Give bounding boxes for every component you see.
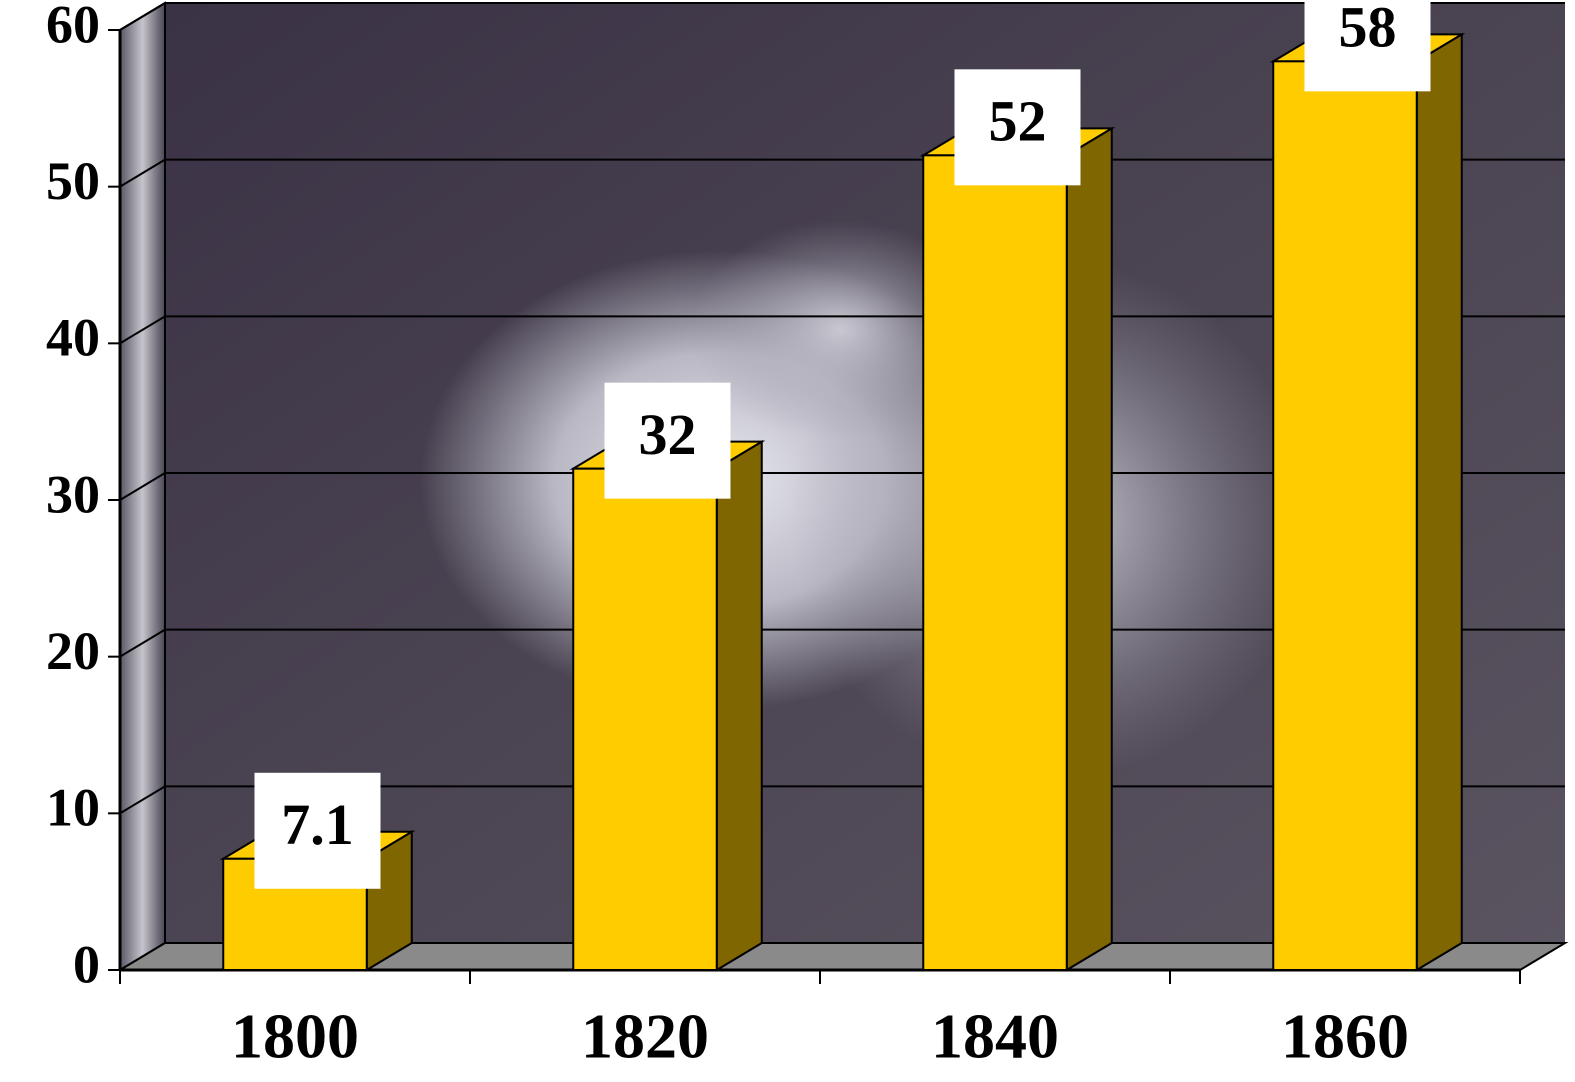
x-tick-label: 1860 — [1281, 1001, 1409, 1072]
value-label-box — [254, 772, 381, 889]
grid-line — [119, 785, 166, 815]
grid-line — [119, 472, 166, 501]
y-tick-label: 40 — [46, 308, 100, 368]
y-tick-label: 20 — [46, 621, 100, 681]
value-label: 32 — [639, 402, 697, 467]
grid-line — [119, 2, 166, 31]
x-tick-label: 1820 — [581, 1001, 709, 1072]
y-tick-label: 0 — [73, 934, 100, 994]
bar — [1272, 60, 1418, 972]
y-tick-label: 10 — [46, 778, 100, 838]
bar-side — [1065, 126, 1113, 972]
value-label-box — [604, 382, 731, 499]
grid-line — [119, 158, 166, 188]
bar-side — [715, 439, 763, 972]
value-label-box — [954, 69, 1081, 186]
x-tick-label: 1800 — [231, 1001, 359, 1072]
cotton-photo — [690, 220, 990, 440]
x-tick-label: 1840 — [931, 1001, 1059, 1072]
bar — [572, 467, 718, 971]
bar-side — [1415, 32, 1463, 972]
y-tick-label: 50 — [46, 151, 100, 211]
value-label: 52 — [989, 89, 1047, 154]
value-label: 58 — [1339, 0, 1397, 60]
grid-line — [119, 315, 166, 345]
grid-line — [119, 628, 166, 658]
y-tick-label: 30 — [46, 464, 100, 524]
y-tick-label: 60 — [46, 0, 100, 54]
value-label: 7.1 — [281, 792, 354, 857]
bar — [922, 154, 1068, 972]
value-label-box — [1304, 0, 1431, 92]
